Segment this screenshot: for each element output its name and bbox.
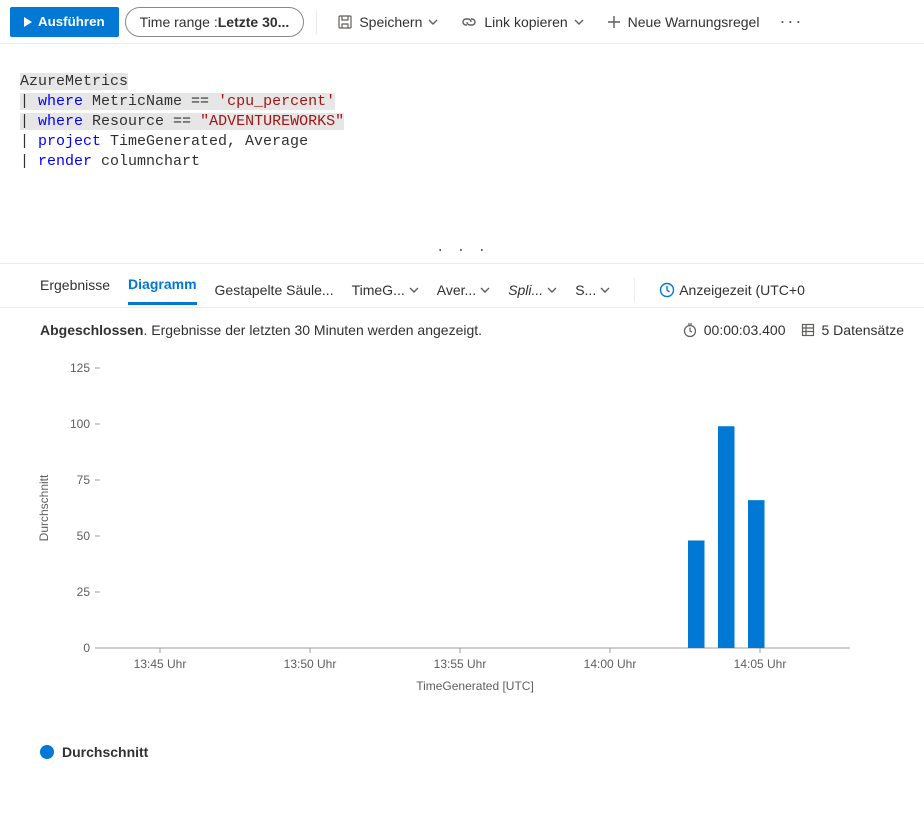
save-label: Speichern bbox=[359, 14, 422, 30]
svg-text:0: 0 bbox=[83, 641, 90, 655]
run-button[interactable]: Ausführen bbox=[10, 7, 119, 37]
clock-icon bbox=[659, 282, 675, 298]
save-icon bbox=[337, 14, 353, 30]
tab-diagram[interactable]: Diagramm bbox=[128, 276, 196, 305]
query-editor[interactable]: AzureMetrics | where MetricName == 'cpu_… bbox=[0, 44, 924, 264]
tab-results[interactable]: Ergebnisse bbox=[40, 277, 110, 303]
svg-text:14:00 Uhr: 14:00 Uhr bbox=[584, 657, 637, 671]
svg-text:13:55 Uhr: 13:55 Uhr bbox=[434, 657, 487, 671]
plus-icon bbox=[606, 14, 622, 30]
records-icon bbox=[800, 322, 816, 338]
time-range-picker[interactable]: Time range : Letzte 30... bbox=[125, 7, 305, 37]
elapsed-time: 00:00:03.400 bbox=[682, 322, 786, 338]
chart-type-dropdown[interactable]: Gestapelte Säule... bbox=[215, 282, 334, 298]
query-line-3: | where Resource == "ADVENTUREWORKS" bbox=[20, 113, 344, 130]
toolbar: Ausführen Time range : Letzte 30... Spei… bbox=[0, 0, 924, 44]
y-axis-dropdown[interactable]: Aver... bbox=[437, 282, 490, 298]
query-line-1: AzureMetrics bbox=[20, 73, 128, 90]
time-range-prefix: Time range : bbox=[140, 14, 218, 30]
row-count: 5 Datensätze bbox=[800, 322, 905, 338]
play-icon bbox=[24, 17, 32, 27]
status-text: Abgeschlossen. Ergebnisse der letzten 30… bbox=[40, 322, 482, 338]
svg-text:50: 50 bbox=[77, 529, 91, 543]
chevron-down-icon bbox=[480, 287, 490, 293]
chevron-down-icon bbox=[574, 19, 584, 25]
chevron-down-icon bbox=[547, 287, 557, 293]
x-axis-dropdown[interactable]: TimeG... bbox=[352, 282, 419, 298]
column-chart: 0 25 50 75 100 125 13:45 Uhr 13:50 Uhr 13:55 Uhr… bbox=[30, 358, 870, 728]
svg-text:13:45 Uhr: 13:45 Uhr bbox=[134, 657, 187, 671]
chevron-down-icon bbox=[409, 287, 419, 293]
chart-legend: Durchschnitt bbox=[0, 738, 924, 770]
svg-text:75: 75 bbox=[77, 473, 91, 487]
results-tab-bar: Ergebnisse Diagramm Gestapelte Säule... … bbox=[0, 264, 924, 308]
new-alert-rule-button[interactable]: Neue Warnungsregel bbox=[598, 7, 768, 37]
time-range-value: Letzte 30... bbox=[218, 14, 290, 30]
svg-text:TimeGenerated [UTC]: TimeGenerated [UTC] bbox=[416, 679, 534, 693]
query-line-2: | where MetricName == 'cpu_percent' bbox=[20, 93, 335, 110]
copy-link-label: Link kopieren bbox=[484, 14, 567, 30]
query-line-5: | render columnchart bbox=[20, 153, 200, 170]
toolbar-divider bbox=[316, 10, 317, 34]
svg-text:100: 100 bbox=[70, 417, 90, 431]
svg-text:25: 25 bbox=[77, 585, 91, 599]
tab-divider bbox=[634, 278, 635, 302]
svg-text:13:50 Uhr: 13:50 Uhr bbox=[284, 657, 337, 671]
chevron-down-icon bbox=[428, 19, 438, 25]
display-time-dropdown[interactable]: Anzeigezeit (UTC+0 bbox=[659, 282, 805, 298]
link-icon bbox=[460, 14, 478, 30]
svg-text:125: 125 bbox=[70, 361, 90, 375]
run-label: Ausführen bbox=[38, 14, 105, 29]
save-button[interactable]: Speichern bbox=[329, 7, 446, 37]
chevron-down-icon bbox=[600, 287, 610, 293]
legend-label: Durchschnitt bbox=[62, 744, 148, 760]
split-by-dropdown[interactable]: Spli... bbox=[508, 282, 557, 298]
stopwatch-icon bbox=[682, 322, 698, 338]
query-line-4: | project TimeGenerated, Average bbox=[20, 133, 308, 150]
more-icon[interactable]: ··· bbox=[773, 11, 809, 32]
svg-text:Durchschnitt: Durchschnitt bbox=[37, 474, 51, 541]
aggregation-dropdown[interactable]: S... bbox=[575, 282, 610, 298]
svg-text:14:05 Uhr: 14:05 Uhr bbox=[734, 657, 787, 671]
status-bar: Abgeschlossen. Ergebnisse der letzten 30… bbox=[0, 308, 924, 348]
chart-container: 0 25 50 75 100 125 13:45 Uhr 13:50 Uhr 13:55 Uhr… bbox=[0, 348, 924, 738]
resize-handle[interactable]: · · · bbox=[436, 241, 488, 261]
legend-swatch bbox=[40, 745, 54, 759]
copy-link-button[interactable]: Link kopieren bbox=[452, 7, 591, 37]
new-alert-label: Neue Warnungsregel bbox=[628, 14, 760, 30]
